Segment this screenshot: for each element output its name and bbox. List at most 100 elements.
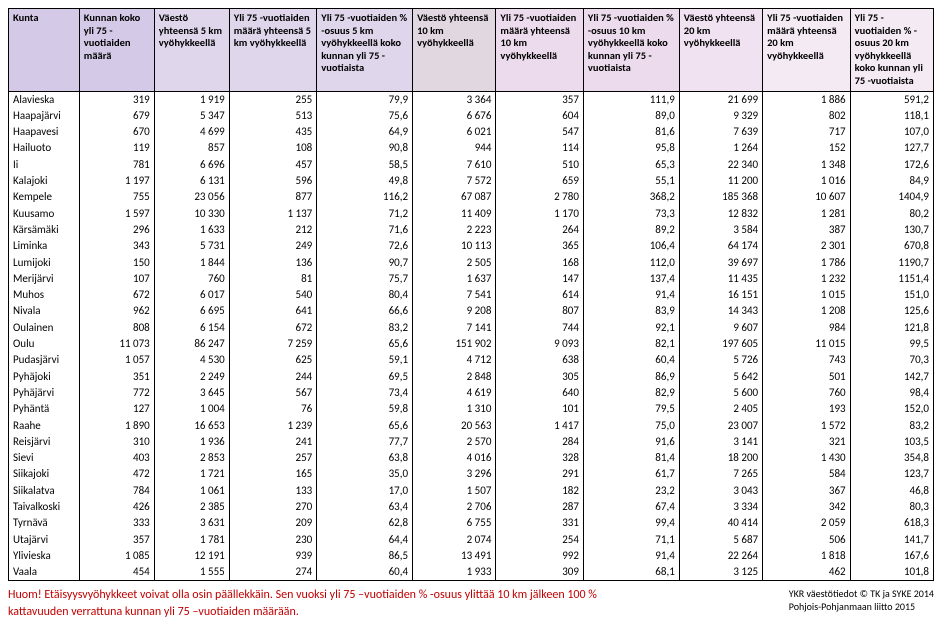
table-cell: 1 197	[79, 173, 154, 189]
table-cell: 86,5	[317, 548, 413, 564]
table-cell: 127	[79, 401, 154, 417]
table-row: Taivalkoski4262 38527063,42 70628767,43 …	[9, 499, 934, 515]
table-cell: 106,4	[583, 238, 679, 254]
table-cell: 939	[229, 548, 317, 564]
table-cell: 63,8	[317, 450, 413, 466]
table-cell: 18 200	[679, 450, 762, 466]
table-cell: 284	[496, 434, 584, 450]
table-cell: 638	[496, 352, 584, 368]
table-cell: 107	[79, 271, 154, 287]
table-cell: 510	[496, 157, 584, 173]
table-cell: 83,2	[850, 418, 933, 434]
table-cell: 66,6	[317, 303, 413, 319]
table-cell: 249	[229, 238, 317, 254]
table-cell: 7 541	[413, 287, 496, 303]
table-cell: 12 832	[679, 206, 762, 222]
table-cell: Lumijoki	[9, 255, 80, 271]
table-cell: 22 264	[679, 548, 762, 564]
table-cell: 101,8	[850, 564, 933, 581]
table-cell: 5 642	[679, 369, 762, 385]
table-cell: 296	[79, 222, 154, 238]
table-cell: 670,8	[850, 238, 933, 254]
table-cell: 3 334	[679, 499, 762, 515]
table-cell: 547	[496, 124, 584, 140]
table-row: Vaala4541 55527460,41 93330968,13 125462…	[9, 564, 934, 581]
table-cell: 2 301	[763, 238, 851, 254]
table-cell: 10 113	[413, 238, 496, 254]
table-cell: 90,8	[317, 140, 413, 156]
table-cell: 1 239	[229, 418, 317, 434]
table-cell: 23,2	[583, 483, 679, 499]
table-cell: Tyrnävä	[9, 515, 80, 531]
table-cell: 89,2	[583, 222, 679, 238]
column-header: Yli 75 -vuotiaiden % -osuus 10 km vyöhyk…	[583, 9, 679, 92]
table-cell: 1 919	[154, 91, 229, 108]
table-cell: Kempele	[9, 189, 80, 205]
table-cell: 772	[79, 385, 154, 401]
table-row: Siikalatva7841 06113317,01 50718223,23 0…	[9, 483, 934, 499]
table-cell: 3 043	[679, 483, 762, 499]
table-cell: 60,4	[583, 352, 679, 368]
table-cell: 641	[229, 303, 317, 319]
table-cell: 1 170	[496, 206, 584, 222]
table-cell: 71,2	[317, 206, 413, 222]
table-cell: 165	[229, 466, 317, 482]
table-cell: Sievi	[9, 450, 80, 466]
table-cell: 6 755	[413, 515, 496, 531]
table-cell: 962	[79, 303, 154, 319]
table-cell: 1 786	[763, 255, 851, 271]
table-cell: 2 505	[413, 255, 496, 271]
table-cell: 291	[496, 466, 584, 482]
table-cell: 71,6	[317, 222, 413, 238]
table-cell: 6 676	[413, 108, 496, 124]
table-cell: 185 368	[679, 189, 762, 205]
table-cell: 150	[79, 255, 154, 271]
table-cell: Pudasjärvi	[9, 352, 80, 368]
table-cell: 540	[229, 287, 317, 303]
table-cell: 351	[79, 369, 154, 385]
table-cell: 3 141	[679, 434, 762, 450]
table-cell: 137,4	[583, 271, 679, 287]
table-cell: 365	[496, 238, 584, 254]
table-cell: 1190,7	[850, 255, 933, 271]
table-cell: 91,4	[583, 287, 679, 303]
table-cell: 10 607	[763, 189, 851, 205]
table-cell: 1 417	[496, 418, 584, 434]
table-cell: 142,7	[850, 369, 933, 385]
table-cell: 435	[229, 124, 317, 140]
table-cell: 168	[496, 255, 584, 271]
table-cell: 1 016	[763, 173, 851, 189]
table-cell: 81,4	[583, 450, 679, 466]
table-cell: 1 507	[413, 483, 496, 499]
table-cell: 2 074	[413, 532, 496, 548]
table-cell: 659	[496, 173, 584, 189]
table-cell: 591,2	[850, 91, 933, 108]
table-cell: 73,4	[317, 385, 413, 401]
table-cell: Ylivieska	[9, 548, 80, 564]
table-cell: 2 848	[413, 369, 496, 385]
table-cell: 6 017	[154, 287, 229, 303]
table-cell: Nivala	[9, 303, 80, 319]
table-cell: 744	[496, 320, 584, 336]
table-cell: 151,0	[850, 287, 933, 303]
table-cell: 103,5	[850, 434, 933, 450]
table-cell: 755	[79, 189, 154, 205]
table-cell: 426	[79, 499, 154, 515]
table-cell: 513	[229, 108, 317, 124]
table-cell: 257	[229, 450, 317, 466]
table-cell: Liminka	[9, 238, 80, 254]
table-cell: 1 310	[413, 401, 496, 417]
table-cell: 91,4	[583, 548, 679, 564]
table-cell: 81	[229, 271, 317, 287]
table-cell: 331	[496, 515, 584, 531]
table-cell: 2 853	[154, 450, 229, 466]
table-cell: 501	[763, 369, 851, 385]
table-cell: 1 137	[229, 206, 317, 222]
table-cell: Alavieska	[9, 91, 80, 108]
table-cell: 357	[496, 91, 584, 108]
table-cell: 743	[763, 352, 851, 368]
table-cell: Hailuoto	[9, 140, 80, 156]
table-cell: 75,0	[583, 418, 679, 434]
table-cell: Pyhäjärvi	[9, 385, 80, 401]
table-cell: Utajärvi	[9, 532, 80, 548]
